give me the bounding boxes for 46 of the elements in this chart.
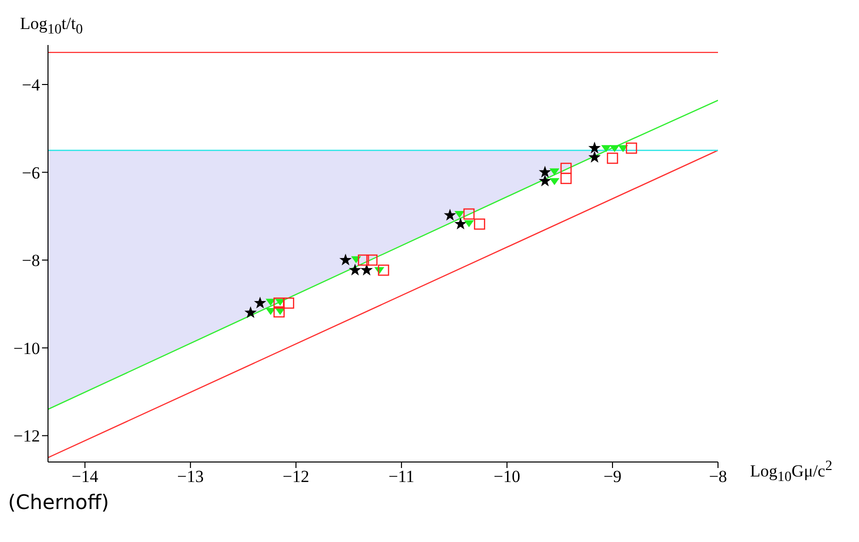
- point: [378, 264, 390, 276]
- point: [538, 174, 552, 186]
- point: [626, 142, 638, 154]
- x-tick-label: −13: [177, 467, 204, 486]
- point: [463, 208, 475, 220]
- point: [588, 142, 601, 154]
- point: [560, 172, 572, 184]
- x-tick-label: −9: [603, 467, 622, 486]
- point: [273, 306, 285, 318]
- y-tick-label: −6: [22, 163, 40, 182]
- point: [351, 256, 362, 264]
- point: [454, 210, 464, 218]
- point: [549, 178, 560, 186]
- point: [282, 298, 294, 309]
- x-tick-label: −8: [708, 467, 728, 486]
- point: [254, 296, 266, 308]
- x-tick-label: −12: [282, 467, 310, 486]
- point: [601, 145, 612, 152]
- point: [618, 145, 628, 152]
- point: [244, 306, 257, 318]
- point: [273, 298, 285, 309]
- point: [549, 168, 560, 176]
- point: [454, 218, 467, 230]
- x-axis-title: Log$_{10}$Gμ/c$^{2}$: [750, 458, 832, 486]
- point: [444, 208, 456, 221]
- point: [588, 150, 601, 163]
- point: [464, 220, 474, 228]
- x-tick-label: −14: [72, 467, 99, 486]
- point: [360, 264, 373, 276]
- point: [358, 254, 370, 266]
- point: [610, 145, 620, 152]
- point: [474, 218, 486, 230]
- y-tick-label: −8: [22, 251, 40, 270]
- text: (Chernoff): [8, 490, 110, 514]
- y-tick-label: −10: [13, 338, 40, 358]
- point: [560, 162, 572, 174]
- x-tick-label: −11: [388, 467, 414, 486]
- point: [348, 264, 362, 276]
- point: [606, 152, 618, 164]
- y-tick-label: −4: [22, 76, 40, 95]
- x-tick-label: −10: [494, 467, 520, 486]
- y-tick-label: −12: [13, 426, 40, 446]
- point: [366, 254, 378, 266]
- point: [339, 254, 352, 266]
- y-axis-title: Log$_{10}$t/t$_{0}$: [20, 14, 83, 38]
- point: [538, 166, 552, 178]
